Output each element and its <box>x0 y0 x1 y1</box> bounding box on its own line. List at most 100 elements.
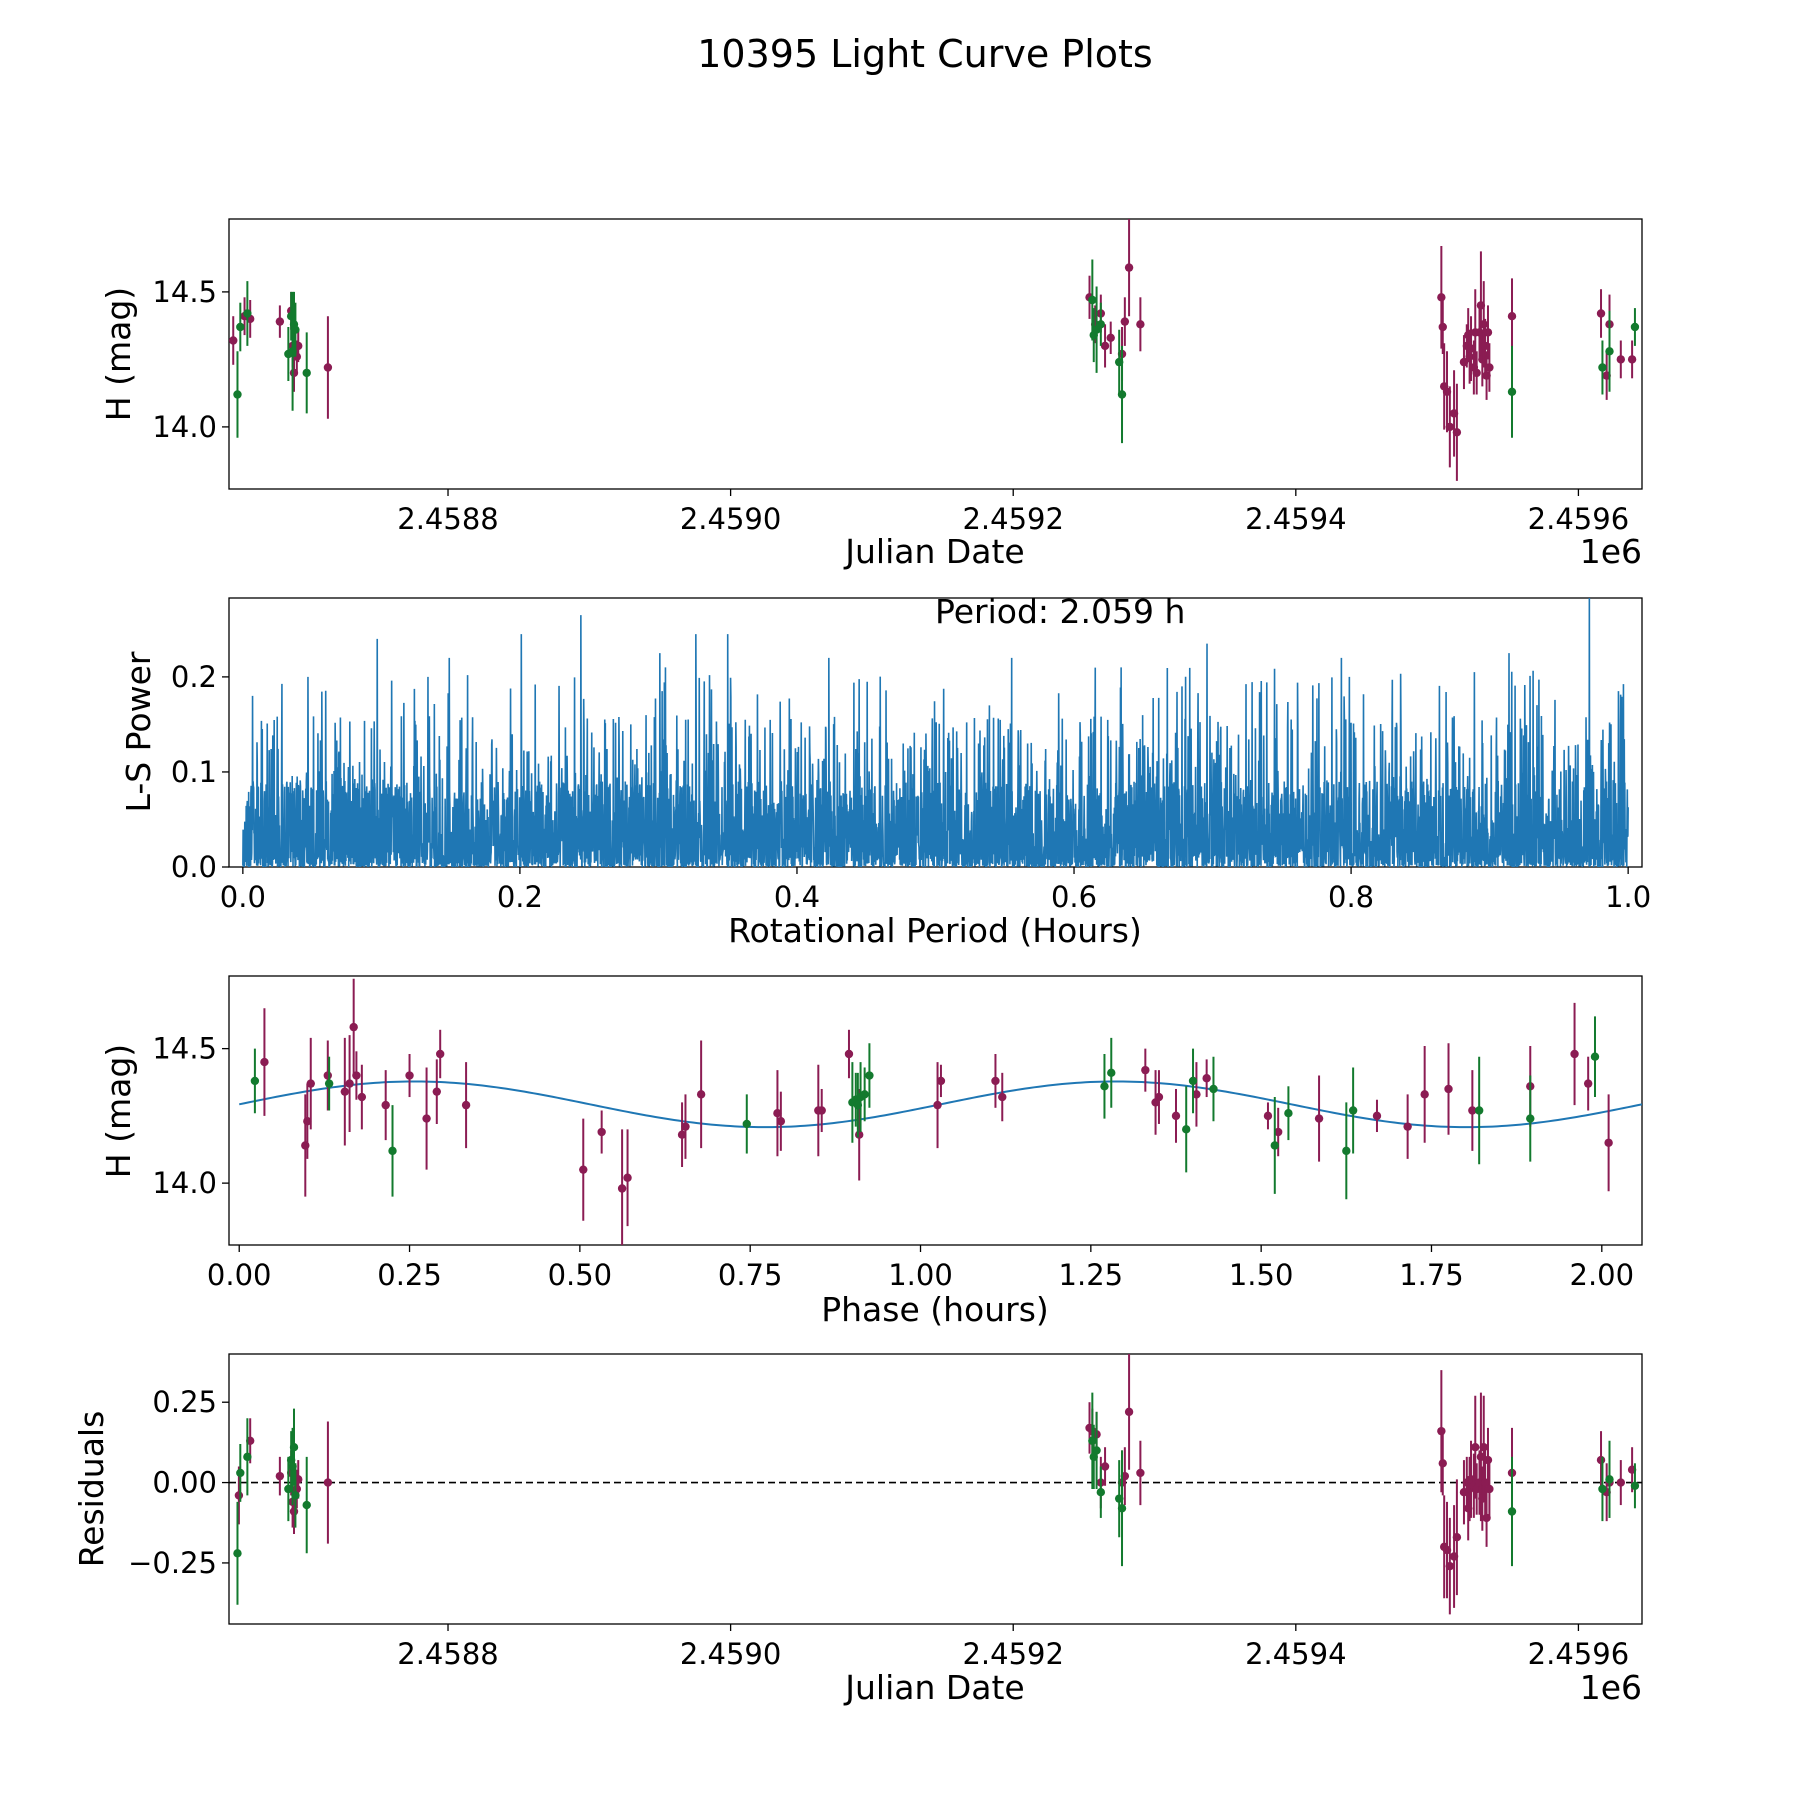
phased-xtick-label: 0.75 <box>718 1258 783 1292</box>
lightcurve-point <box>1100 341 1110 351</box>
phased-point <box>1263 1111 1273 1121</box>
residuals-point <box>1445 1561 1455 1571</box>
residuals-xtick-label: 2.4592 <box>962 1637 1063 1671</box>
phased-point <box>422 1114 431 1123</box>
residuals-point <box>1485 1484 1494 1494</box>
phased-point <box>579 1165 588 1174</box>
phased-point <box>1583 1079 1593 1088</box>
phased-point <box>1141 1065 1150 1075</box>
phased-point <box>349 1022 358 1032</box>
lightcurve-point <box>1120 317 1130 326</box>
periodogram-xtick-label: 0.6 <box>1051 880 1097 914</box>
residuals-point <box>233 1549 242 1558</box>
phased-panel: 0.00 0.25 0.50 0.75 1.00 1.25 1.50 1.75 2.00 14.… <box>99 975 1643 1329</box>
residuals-point <box>289 1507 299 1516</box>
phased-point <box>352 1071 361 1080</box>
lightcurve-point <box>1485 363 1494 372</box>
phased-xtick-label: 0.25 <box>377 1258 442 1292</box>
phased-point <box>1314 1114 1324 1123</box>
residuals-point <box>1438 1459 1447 1468</box>
phased-point <box>432 1087 441 1096</box>
phased-frame <box>228 975 1643 1246</box>
periodogram-ytick-label: 0.0 <box>171 850 217 884</box>
periodogram-xtick-label: 0.8 <box>1328 880 1374 914</box>
phased-xlabel: Phase (hours) <box>821 1290 1049 1329</box>
lightcurve-point <box>291 325 300 334</box>
periodogram-xtick-label: 1.0 <box>1605 880 1651 914</box>
lightcurve-ytick-label: 14.0 <box>152 410 217 444</box>
lightcurve-point <box>1117 390 1127 399</box>
periodogram-panel: 0.0 0.2 0.4 0.6 0.8 1.0 0.0 0.1 0.2 Period: 2.0… <box>119 592 1651 950</box>
residuals-point <box>1630 1481 1640 1490</box>
lightcurve-xtick-label: 2.4592 <box>962 502 1063 536</box>
phased-point <box>677 1130 687 1139</box>
phased-xtick-label: 1.75 <box>1399 1258 1464 1292</box>
lightcurve-point <box>1605 347 1614 356</box>
lightcurve-ytick-label: 14.5 <box>152 275 217 309</box>
phased-ytick-label: 14.0 <box>152 1166 217 1200</box>
residuals-point <box>1117 1504 1127 1513</box>
lightcurve-point <box>1452 428 1462 437</box>
residuals-point <box>1605 1475 1614 1484</box>
lightcurve-point <box>229 336 238 345</box>
phased-point <box>1526 1114 1535 1123</box>
residuals-point <box>323 1478 333 1487</box>
phased-point <box>1474 1106 1484 1115</box>
lightcurve-point <box>302 368 311 378</box>
phased-point <box>854 1130 864 1139</box>
residuals-frame <box>228 1353 1643 1625</box>
residuals-point <box>1598 1484 1607 1494</box>
phased-point <box>461 1100 471 1110</box>
lightcurve-point <box>323 363 333 372</box>
lightcurve-point <box>1627 355 1637 364</box>
lightcurve-point <box>1438 322 1447 332</box>
lightcurve-frame <box>228 218 1643 490</box>
residuals-point <box>1088 1436 1097 1445</box>
residuals-point <box>1596 1455 1606 1465</box>
phased-point <box>1270 1141 1279 1150</box>
phased-point <box>1182 1125 1191 1134</box>
periodogram-ytick-label: 0.2 <box>171 660 217 694</box>
phased-point <box>345 1079 354 1088</box>
residuals-point <box>1124 1407 1134 1417</box>
phased-point <box>1420 1090 1429 1099</box>
lightcurve-point <box>1088 295 1097 305</box>
periodogram-power-line <box>242 598 1629 867</box>
residuals-ytick-label: −0.25 <box>128 1546 217 1580</box>
periodogram-xtick-label: 0.0 <box>220 880 266 914</box>
phased-point <box>597 1127 606 1137</box>
lightcurve-ylabel: H (mag) <box>99 287 138 421</box>
phased-point <box>1202 1074 1211 1083</box>
phased-point <box>1604 1138 1613 1147</box>
phased-point <box>991 1076 1000 1086</box>
phased-point <box>1284 1108 1293 1118</box>
phased-ylabel: H (mag) <box>99 1044 138 1178</box>
phased-xtick-label: 0.00 <box>207 1258 272 1292</box>
lightcurve-point <box>1616 355 1626 364</box>
phased-point <box>1273 1127 1283 1137</box>
lightcurve-point <box>233 390 242 399</box>
phased-point <box>1188 1076 1198 1086</box>
residuals-point <box>1616 1478 1626 1487</box>
lightcurve-point <box>1106 333 1115 342</box>
phased-point <box>1403 1122 1412 1131</box>
phased-point <box>260 1057 269 1067</box>
phased-point <box>696 1090 706 1099</box>
phased-point <box>1372 1111 1382 1121</box>
phased-point <box>860 1090 869 1099</box>
phased-point <box>936 1076 946 1086</box>
lightcurve-xtick-label: 2.4588 <box>397 502 498 536</box>
residuals-point <box>1100 1462 1110 1471</box>
phased-point <box>381 1100 390 1110</box>
periodogram-xlabel: Rotational Period (Hours) <box>728 911 1142 950</box>
lightcurve-point <box>275 317 285 326</box>
phased-point <box>303 1117 312 1126</box>
lightcurve-point <box>1136 320 1145 329</box>
residuals-point <box>1483 1455 1493 1465</box>
lightcurve-point <box>1507 387 1517 396</box>
lightcurve-xtick-label: 2.4594 <box>1245 502 1346 536</box>
phased-point <box>1209 1084 1218 1094</box>
residuals-xtick-label: 2.4594 <box>1245 1637 1346 1671</box>
residuals-point <box>1452 1533 1462 1542</box>
residuals-point <box>1136 1468 1145 1478</box>
